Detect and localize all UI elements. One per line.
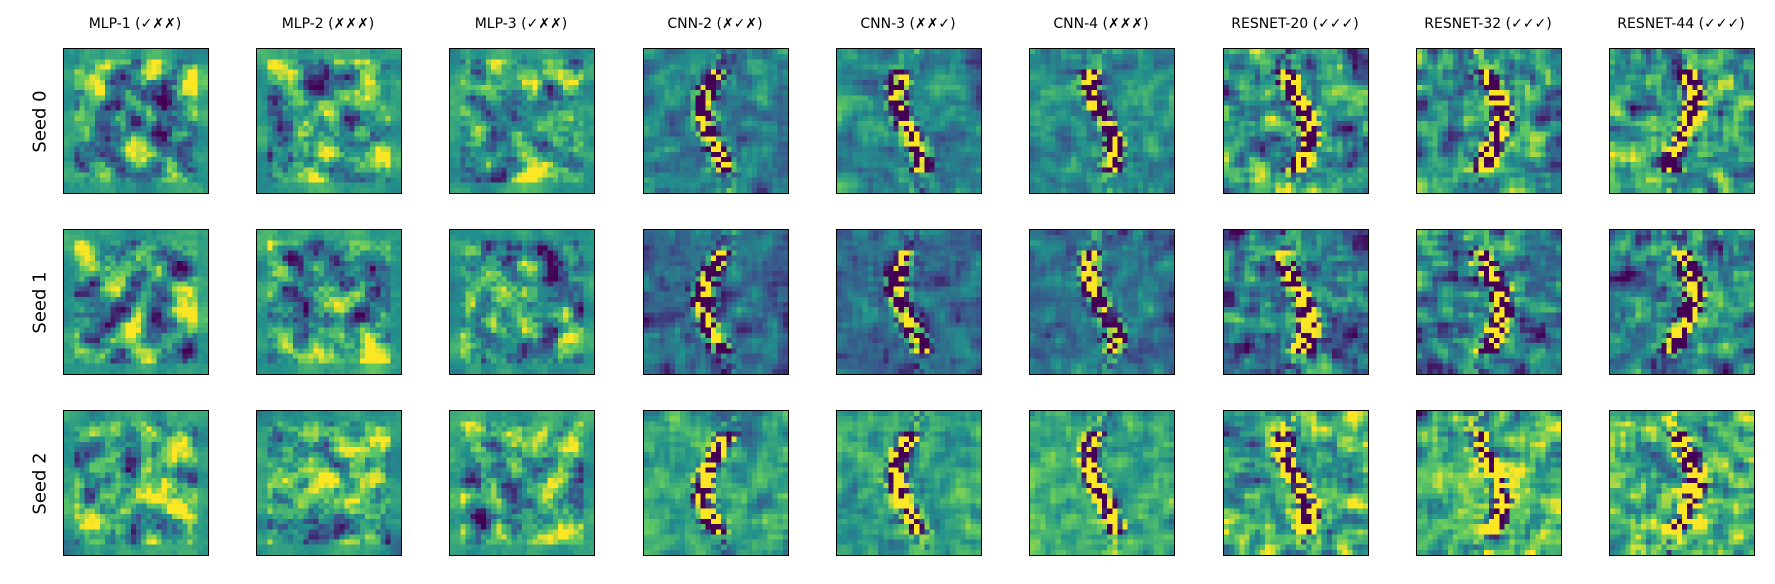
heatmap-image	[257, 230, 401, 374]
heatmap-panel	[256, 410, 402, 556]
column-title: MLP-2 (✗✗✗)	[281, 16, 375, 32]
heatmap-image	[450, 230, 594, 374]
heatmap-image	[1417, 411, 1561, 555]
row-label: Seed 1	[29, 229, 51, 375]
heatmap-image	[1030, 49, 1174, 193]
heatmap-image	[1224, 411, 1368, 555]
heatmap-panel	[63, 48, 209, 194]
heatmap-panel	[1029, 229, 1175, 375]
heatmap-image	[644, 49, 788, 193]
heatmap-image	[837, 49, 981, 193]
heatmap-image	[1224, 230, 1368, 374]
heatmap-image	[64, 49, 208, 193]
heatmap-panel	[1609, 229, 1755, 375]
heatmap-panel	[1029, 410, 1175, 556]
column-title: CNN-3 (✗✗✓)	[860, 16, 956, 32]
heatmap-panel	[1223, 410, 1369, 556]
heatmap-panel	[449, 48, 595, 194]
heatmap-panel	[449, 229, 595, 375]
heatmap-image	[257, 49, 401, 193]
heatmap-image	[64, 411, 208, 555]
heatmap-image	[1417, 230, 1561, 374]
heatmap-panel	[1223, 229, 1369, 375]
heatmap-panel	[836, 48, 982, 194]
heatmap-image	[1224, 49, 1368, 193]
heatmap-panel	[256, 48, 402, 194]
heatmap-panel	[1223, 48, 1369, 194]
heatmap-image	[1030, 230, 1174, 374]
row-label-text: Seed 2	[29, 451, 51, 515]
heatmap-image	[644, 411, 788, 555]
heatmap-panel	[1416, 48, 1562, 194]
heatmap-image	[450, 49, 594, 193]
column-title: RESNET-20 (✓✓✓)	[1231, 16, 1359, 32]
heatmap-image	[837, 230, 981, 374]
heatmap-image	[64, 230, 208, 374]
heatmap-image	[837, 411, 981, 555]
heatmap-image	[1610, 411, 1754, 555]
column-title: RESNET-44 (✓✓✓)	[1617, 16, 1745, 32]
column-title: CNN-4 (✗✗✗)	[1053, 16, 1149, 32]
heatmap-image	[257, 411, 401, 555]
heatmap-panel	[643, 48, 789, 194]
heatmap-panel	[256, 229, 402, 375]
heatmap-panel	[1609, 410, 1755, 556]
column-title: CNN-2 (✗✓✗)	[667, 16, 763, 32]
heatmap-image	[1030, 411, 1174, 555]
heatmap-panel	[643, 410, 789, 556]
row-label-text: Seed 0	[29, 89, 51, 153]
heatmap-panel	[1609, 48, 1755, 194]
heatmap-image	[450, 411, 594, 555]
row-label-text: Seed 1	[29, 270, 51, 334]
heatmap-panel	[63, 410, 209, 556]
row-label: Seed 2	[29, 410, 51, 556]
column-title: RESNET-32 (✓✓✓)	[1424, 16, 1552, 32]
heatmap-panel	[1416, 229, 1562, 375]
heatmap-image	[1610, 230, 1754, 374]
column-title: MLP-3 (✓✗✗)	[474, 16, 568, 32]
heatmap-image	[1610, 49, 1754, 193]
heatmap-panel	[449, 410, 595, 556]
column-title: MLP-1 (✓✗✗)	[88, 16, 182, 32]
heatmap-panel	[1416, 410, 1562, 556]
heatmap-panel	[836, 229, 982, 375]
heatmap-panel	[643, 229, 789, 375]
row-label: Seed 0	[29, 48, 51, 194]
heatmap-image	[644, 230, 788, 374]
heatmap-panel	[836, 410, 982, 556]
heatmap-image	[1417, 49, 1561, 193]
heatmap-panel	[1029, 48, 1175, 194]
heatmap-panel	[63, 229, 209, 375]
